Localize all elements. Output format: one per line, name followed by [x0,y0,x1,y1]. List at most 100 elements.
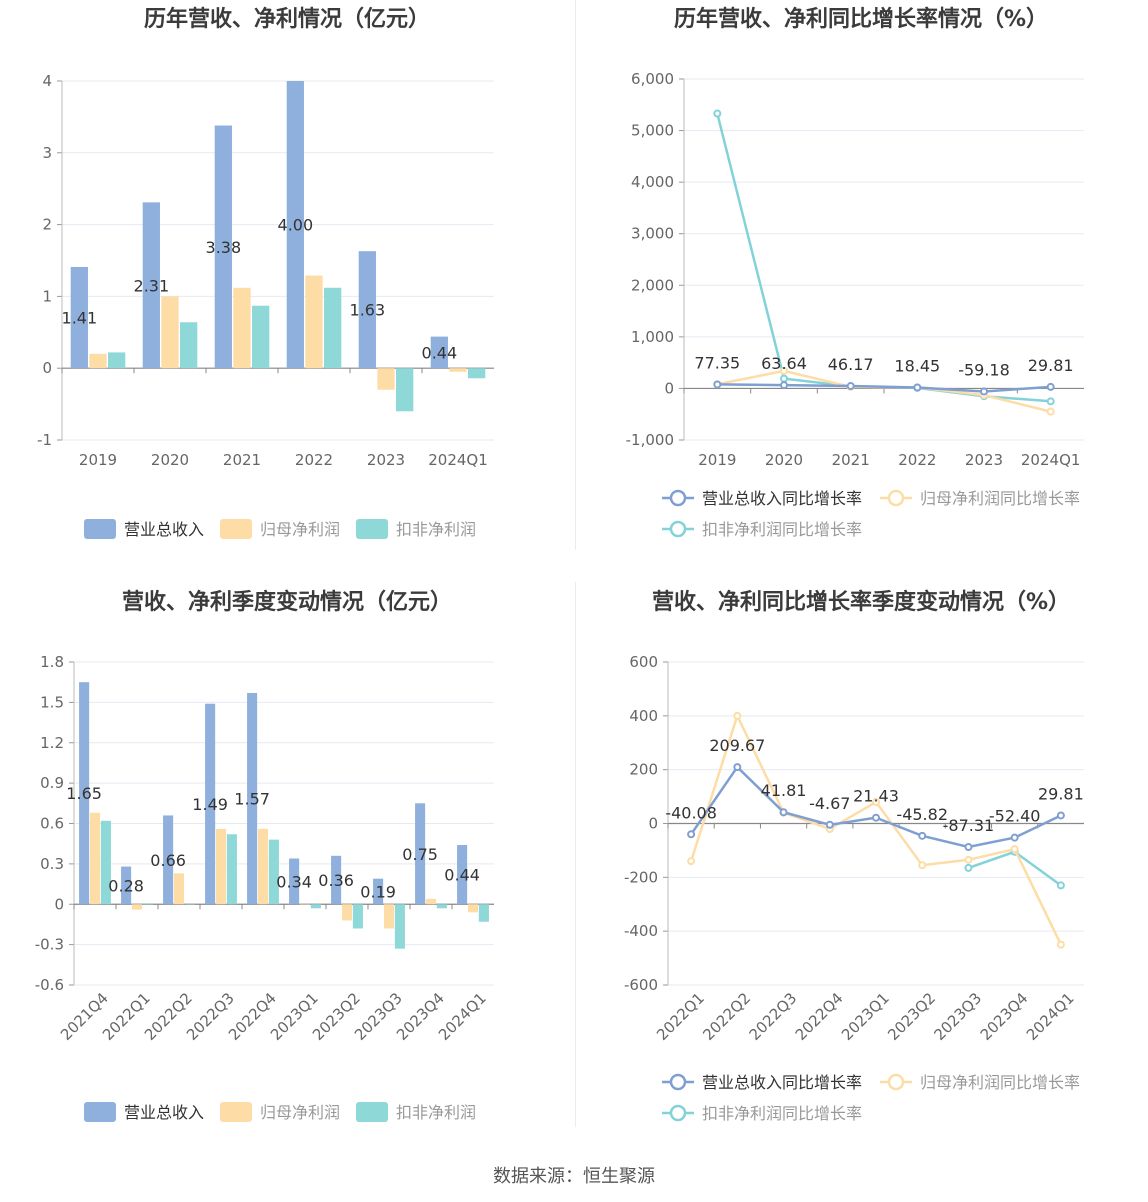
bar [89,812,101,905]
y-tick-label: 2,000 [631,276,674,294]
legend-net-profit-marker [887,489,905,507]
bar [396,368,414,412]
bar-value-label: 1.57 [234,790,270,809]
y-tick-label: 600 [629,653,658,671]
y-tick-label: 0 [664,379,674,397]
point-value-label: -87.31 [943,816,995,835]
bar [180,322,198,369]
x-tick-label: 2023Q4 [977,989,1032,1044]
bar [341,904,353,921]
bar [268,839,279,905]
quarterly-revenue-profit-chart: 营收、净利季度变动情况（亿元） -0.6 -0.3 0 0.3 0.6 0.9 1.2 1.5 1… [0,582,574,1162]
y-tick-label: 0.3 [40,855,64,873]
bar [436,904,447,909]
series-point [1010,845,1019,854]
bar [252,305,270,369]
legend-revenue-swatch [84,519,116,539]
bar [233,287,251,369]
chart-group: 营收、净利同比增长率季度变动情况（%） -600 -400 -200 0 200 400 60… [624,589,1084,1123]
series-point [780,366,788,375]
annual-growth-rate-chart: 历年营收、净利同比增长率情况（%） -1,000 0 1,000 2,000 3,000 4… [574,0,1148,580]
legend-revenue: 营业总收入 [124,520,204,539]
bar [457,845,468,905]
legend-deducted-profit: 扣非净利润 [396,520,476,539]
legend-deducted-profit-swatch [356,1102,388,1122]
point-value-label: 18.45 [894,356,940,375]
bar [247,692,258,905]
bar [226,834,237,905]
series-point [846,382,855,391]
bar-value-label: 1.63 [350,301,386,320]
series-point [872,813,880,822]
chart-title: 历年营收、净利情况（亿元） [144,6,430,32]
legend-revenue-marker [669,489,687,507]
x-tick-label: 2022Q1 [653,989,708,1044]
legend-net-profit: 归母净利润同比增长率 [920,1073,1080,1092]
bar [215,828,227,905]
bar [324,287,342,369]
annual-revenue-profit-chart: 历年营收、净利情况（亿元） -1 0 1 2 3 4 2019 2020 2021 2022 2023… [0,0,574,580]
bar-value-label: 0.44 [444,866,480,885]
bar [299,904,311,905]
x-tick-label: 2020 [151,451,189,469]
legend-deducted-profit: 扣非净利润同比增长率 [702,1104,862,1123]
y-tick-label: -600 [624,976,658,994]
bar [100,820,111,905]
bar [478,904,489,922]
series-point [1056,881,1065,890]
legend-deducted-profit: 扣非净利润同比增长率 [702,520,862,539]
y-tick-label: 5,000 [631,122,674,140]
chart-svg: 营收、净利同比增长率季度变动情况（%） -600 -400 -200 0 200 400 60… [624,589,1084,1123]
chart-title: 历年营收、净利同比增长率情况（%） [674,6,1048,32]
bar [383,904,395,929]
point-value-label: 46.17 [828,355,874,374]
y-tick-label: 0 [42,359,52,377]
bar [289,858,300,905]
legend-net-profit-marker [887,1073,905,1091]
y-tick-label: -1,000 [626,431,674,449]
y-tick-label: 3,000 [631,225,674,243]
legend-deducted-profit-marker [669,1104,687,1122]
bar [257,828,269,905]
legend-net-profit: 归母净利润 [260,520,340,539]
y-tick-label: 400 [629,707,658,725]
divider [575,582,576,1127]
legend-net-profit-swatch [220,1102,252,1122]
legend-revenue: 营业总收入同比增长率 [702,489,862,508]
x-tick-label: 2024Q1 [1021,451,1081,469]
x-tick-label: 2022Q2 [699,989,754,1044]
series-point [733,711,742,720]
series-point [1046,382,1055,391]
y-tick-label: -0.3 [35,936,64,954]
bar-value-label: 4.00 [278,216,314,235]
y-tick-label: 4 [42,72,52,90]
legend-revenue: 营业总收入 [124,1103,204,1122]
y-tick-label: 3 [42,144,52,162]
bar [449,368,467,372]
bar-value-label: 0.36 [318,871,354,890]
bar [415,803,426,905]
series-point [1046,397,1055,406]
bar [377,368,395,390]
chart-group: 历年营收、净利情况（亿元） -1 0 1 2 3 4 2019 2020 2021 2022 2023… [37,6,494,539]
bar [468,368,486,379]
bar-value-label: 1.49 [192,795,228,814]
series-point [780,381,788,390]
bar [310,904,321,909]
data-source-caption: 数据来源：恒生聚源 [493,1166,655,1187]
bar [352,904,363,929]
bar [331,855,342,905]
bar-value-label: 0.44 [422,343,458,362]
point-value-label: 29.81 [1028,356,1074,375]
x-tick-label: 2021 [832,451,870,469]
bar [184,904,195,905]
point-value-label: -59.18 [958,360,1010,379]
chart-title: 营收、净利季度变动情况（亿元） [122,589,452,615]
bar-value-label: 1.65 [66,784,102,803]
x-tick-label: 2023Q3 [930,989,985,1044]
quarterly-growth-rate-chart: 营收、净利同比增长率季度变动情况（%） -600 -400 -200 0 200 400 60… [574,582,1148,1162]
bar [430,336,448,369]
y-tick-label: -1 [37,431,52,449]
divider [575,0,576,550]
y-tick-label: -0.6 [35,976,64,994]
